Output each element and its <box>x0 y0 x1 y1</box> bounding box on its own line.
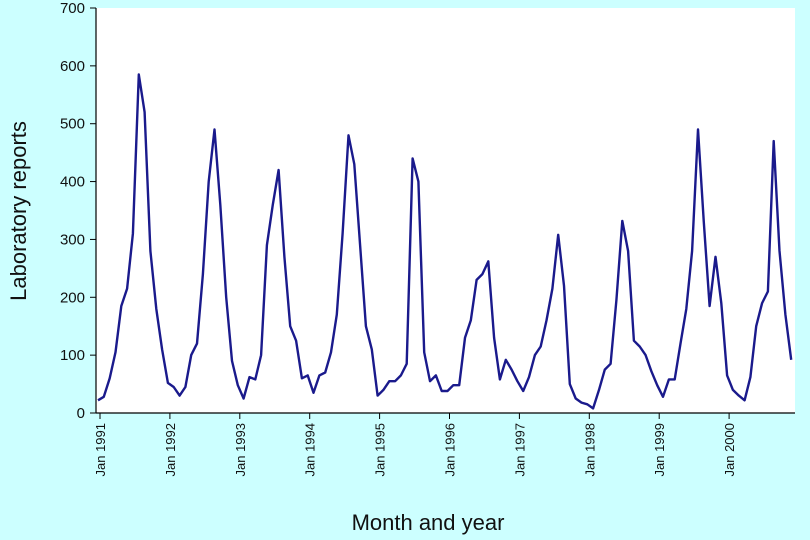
x-tick-label: Jan 1993 <box>233 423 248 477</box>
y-tick-label: 200 <box>60 289 85 306</box>
y-axis-title: Laboratory reports <box>6 121 31 301</box>
y-tick-label: 100 <box>60 347 85 364</box>
x-tick-label: Jan 2000 <box>722 423 737 477</box>
y-tick-label: 400 <box>60 174 85 191</box>
x-tick-label: Jan 1998 <box>582 423 597 477</box>
y-tick-label: 500 <box>60 116 85 133</box>
x-axis-title: Month and year <box>352 510 505 535</box>
x-axis-ticks: Jan 1991 Jan 1992 Jan 1993 Jan 1994 Jan 1995… <box>93 413 737 477</box>
plot-area <box>96 8 795 413</box>
x-tick-label: Jan 1994 <box>303 423 318 477</box>
x-tick-label: Jan 1995 <box>373 423 388 477</box>
x-tick-label: Jan 1997 <box>512 423 527 477</box>
y-tick-label: 0 <box>77 405 85 422</box>
x-tick-label: Jan 1991 <box>93 423 108 477</box>
y-tick-label: 700 <box>60 0 85 17</box>
x-tick-label: Jan 1992 <box>163 423 178 477</box>
y-tick-label: 600 <box>60 58 85 75</box>
x-tick-label: Jan 1999 <box>652 423 667 477</box>
x-tick-label: Jan 1996 <box>443 423 458 477</box>
y-axis-ticks: 0 100 200 300 400 500 600 700 <box>60 0 96 422</box>
series-line-laboratory-reports <box>97 73 793 410</box>
y-tick-label: 300 <box>60 231 85 248</box>
